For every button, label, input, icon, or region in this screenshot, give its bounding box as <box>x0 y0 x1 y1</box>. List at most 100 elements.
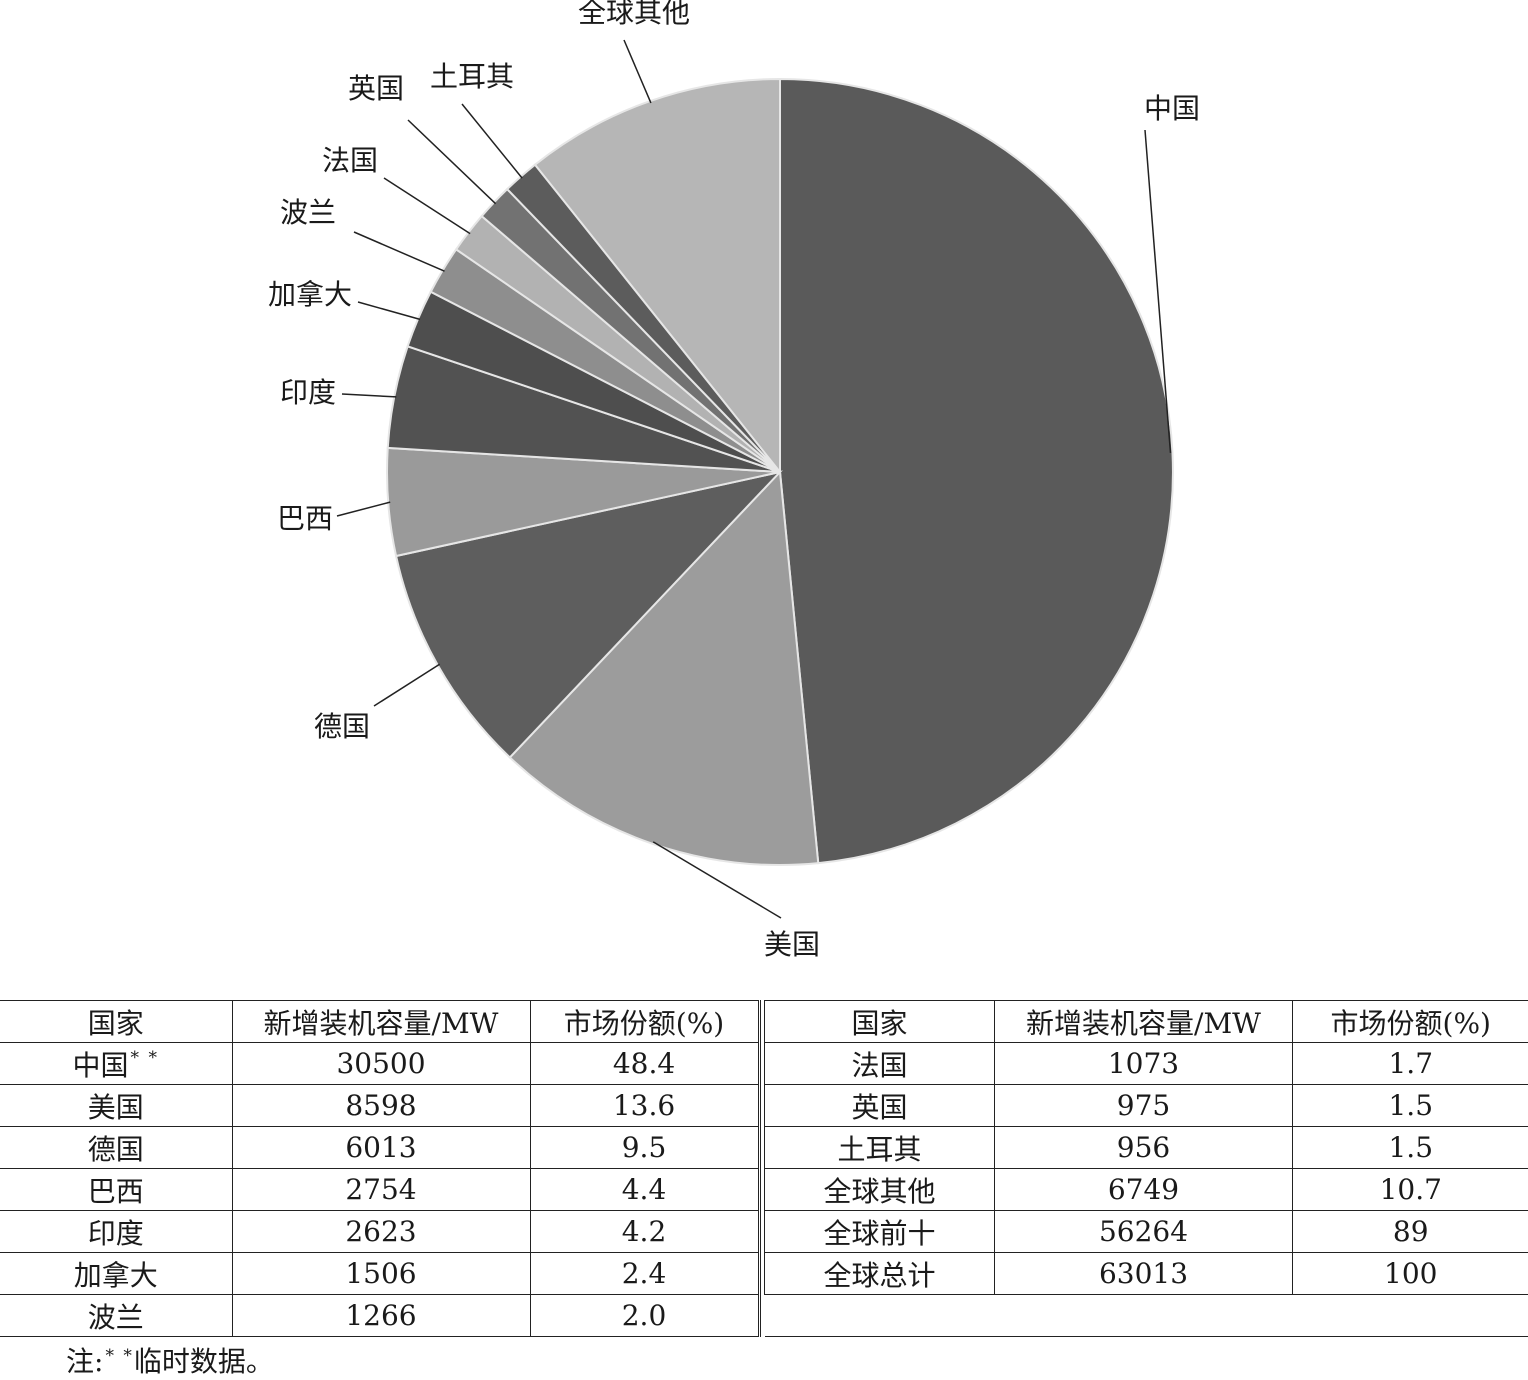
share-cell: 2.0 <box>530 1295 759 1337</box>
right-table-header: 国家 新增装机容量/MW 市场份额(%) <box>765 1001 1528 1043</box>
capacity-cell: 63013 <box>995 1253 1293 1295</box>
capacity-cell: 6013 <box>232 1127 530 1169</box>
capacity-cell: 975 <box>995 1085 1293 1127</box>
footnote-text: 临时数据。 <box>134 1345 274 1378</box>
header-capacity: 新增装机容量/MW <box>995 1001 1293 1043</box>
header-country: 国家 <box>0 1001 232 1043</box>
country-cell: 全球其他 <box>765 1169 995 1211</box>
share-cell: 10.7 <box>1293 1169 1528 1211</box>
capacity-cell: 30500 <box>232 1043 530 1085</box>
leader-line-canada <box>358 302 420 319</box>
country-cell: 德国 <box>0 1127 232 1169</box>
pie-label-rest-of-world: 全球其他 <box>578 0 690 29</box>
share-cell: 48.4 <box>530 1043 759 1085</box>
header-country: 国家 <box>765 1001 995 1043</box>
country-name: 巴西 <box>88 1175 144 1208</box>
pie-slice-china <box>780 79 1173 863</box>
pie-label-uk: 英国 <box>348 72 404 105</box>
share-cell: 1.7 <box>1293 1043 1528 1085</box>
leader-line-rest-of-world <box>624 40 651 103</box>
empty-row <box>765 1295 1528 1337</box>
country-name: 加拿大 <box>74 1259 158 1292</box>
capacity-cell: 56264 <box>995 1211 1293 1253</box>
pie-label-canada: 加拿大 <box>268 278 352 311</box>
share-cell: 1.5 <box>1293 1085 1528 1127</box>
country-name: 波兰 <box>88 1301 144 1334</box>
country-cell: 法国 <box>765 1043 995 1085</box>
leader-line-india <box>342 394 396 397</box>
leader-line-turkey <box>462 104 522 178</box>
pie-label-turkey: 土耳其 <box>430 60 514 93</box>
footnote: 注:* *临时数据。 <box>66 1340 274 1380</box>
pie-label-usa: 美国 <box>764 928 820 961</box>
country-cell: 美国 <box>0 1085 232 1127</box>
country-cell: 土耳其 <box>765 1127 995 1169</box>
leader-line-uk <box>408 120 496 204</box>
capacity-cell: 1073 <box>995 1043 1293 1085</box>
pie-label-france: 法国 <box>322 144 378 177</box>
share-cell: 4.2 <box>530 1211 759 1253</box>
empty-cell <box>765 1295 995 1337</box>
pie-slices <box>387 79 1173 865</box>
leader-line-brazil <box>337 502 390 516</box>
provisional-mark: * * <box>131 1048 159 1068</box>
country-cell: 波兰 <box>0 1295 232 1337</box>
leader-line-france <box>384 178 470 234</box>
pie-label-poland: 波兰 <box>280 196 336 229</box>
pie-label-brazil: 巴西 <box>277 502 333 535</box>
country-name: 德国 <box>88 1133 144 1166</box>
share-cell: 89 <box>1293 1211 1528 1253</box>
header-share: 市场份额(%) <box>1293 1001 1528 1043</box>
capacity-cell: 2623 <box>232 1211 530 1253</box>
empty-cell <box>1293 1295 1528 1337</box>
country-cell: 印度 <box>0 1211 232 1253</box>
pie-label-germany: 德国 <box>314 710 370 743</box>
empty-cell <box>995 1295 1293 1337</box>
pie-chart: 中国美国 德国 巴西 印度 加拿大 波兰 法国 英国土耳其 全球其他 <box>0 0 1528 1000</box>
capacity-cell: 8598 <box>232 1085 530 1127</box>
capacity-cell: 956 <box>995 1127 1293 1169</box>
country-cell: 全球总计 <box>765 1253 995 1295</box>
capacity-cell: 6749 <box>995 1169 1293 1211</box>
footnote-prefix: 注: <box>66 1345 103 1378</box>
country-name: 印度 <box>88 1217 144 1250</box>
share-cell: 2.4 <box>530 1253 759 1295</box>
country-name: 中国 <box>73 1049 129 1082</box>
country-cell: 巴西 <box>0 1169 232 1211</box>
leader-line-poland <box>354 232 445 271</box>
leader-line-germany <box>374 664 440 706</box>
share-cell: 1.5 <box>1293 1127 1528 1169</box>
capacity-cell: 1506 <box>232 1253 530 1295</box>
share-cell: 100 <box>1293 1253 1528 1295</box>
header-share: 市场份额(%) <box>530 1001 759 1043</box>
capacity-cell: 2754 <box>232 1169 530 1211</box>
pie-label-india: 印度 <box>280 376 336 409</box>
country-cell: 全球前十 <box>765 1211 995 1253</box>
share-cell: 13.6 <box>530 1085 759 1127</box>
capacity-cell: 1266 <box>232 1295 530 1337</box>
share-cell: 4.4 <box>530 1169 759 1211</box>
left-table-header: 国家 新增装机容量/MW 市场份额(%) <box>0 1001 759 1043</box>
pie-label-china: 中国 <box>1144 92 1200 125</box>
header-capacity: 新增装机容量/MW <box>232 1001 530 1043</box>
country-cell: 中国* * <box>0 1043 232 1085</box>
country-name: 美国 <box>88 1091 144 1124</box>
country-cell: 英国 <box>765 1085 995 1127</box>
country-cell: 加拿大 <box>0 1253 232 1295</box>
footnote-mark: * * <box>105 1346 133 1366</box>
